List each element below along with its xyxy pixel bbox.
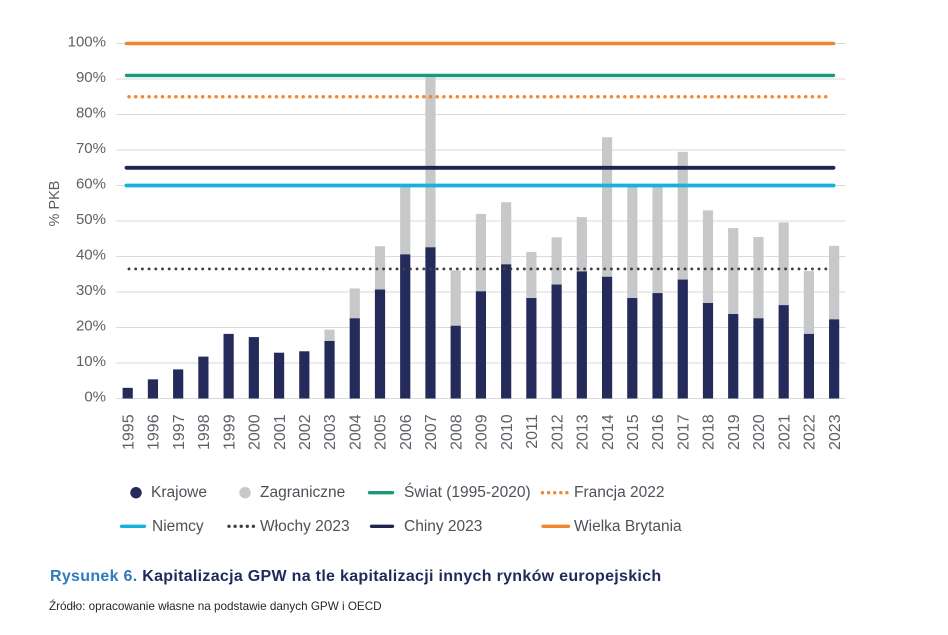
svg-text:Włochy 2023: Włochy 2023 xyxy=(260,518,350,535)
svg-text:2001: 2001 xyxy=(272,414,289,450)
svg-text:1995: 1995 xyxy=(120,414,137,450)
svg-text:2010: 2010 xyxy=(499,414,516,450)
svg-text:2007: 2007 xyxy=(423,414,440,450)
svg-text:2018: 2018 xyxy=(701,414,718,450)
svg-text:2013: 2013 xyxy=(575,414,592,450)
svg-text:Wielka Brytania: Wielka Brytania xyxy=(574,518,682,535)
svg-text:2004: 2004 xyxy=(347,414,364,450)
svg-text:2020: 2020 xyxy=(751,414,768,450)
svg-text:2006: 2006 xyxy=(398,414,415,450)
svg-text:2022: 2022 xyxy=(802,414,819,450)
svg-text:% PKB: % PKB xyxy=(47,181,63,227)
svg-text:30%: 30% xyxy=(76,282,106,299)
svg-text:2012: 2012 xyxy=(549,414,566,450)
svg-text:90%: 90% xyxy=(76,69,106,86)
svg-text:60%: 60% xyxy=(76,176,106,193)
svg-text:20%: 20% xyxy=(76,318,106,335)
svg-text:1998: 1998 xyxy=(196,414,213,450)
svg-text:2008: 2008 xyxy=(448,414,465,450)
svg-text:2016: 2016 xyxy=(650,414,667,450)
svg-text:Niemcy: Niemcy xyxy=(152,518,204,535)
svg-text:2021: 2021 xyxy=(776,414,793,450)
svg-text:2009: 2009 xyxy=(474,414,491,450)
svg-text:2017: 2017 xyxy=(675,414,692,450)
svg-text:2003: 2003 xyxy=(322,414,339,450)
svg-text:2011: 2011 xyxy=(524,414,541,449)
svg-text:Zagraniczne: Zagraniczne xyxy=(260,484,345,501)
svg-text:80%: 80% xyxy=(76,105,106,122)
svg-text:Chiny 2023: Chiny 2023 xyxy=(404,518,482,535)
svg-text:70%: 70% xyxy=(76,140,106,157)
svg-text:Francja 2022: Francja 2022 xyxy=(574,484,664,501)
svg-text:2015: 2015 xyxy=(625,414,642,450)
svg-text:1997: 1997 xyxy=(171,414,188,450)
svg-text:40%: 40% xyxy=(76,247,106,264)
svg-text:100%: 100% xyxy=(68,34,106,51)
svg-text:2023: 2023 xyxy=(827,414,844,450)
svg-text:50%: 50% xyxy=(76,211,106,228)
svg-text:10%: 10% xyxy=(76,353,106,370)
svg-text:Krajowe: Krajowe xyxy=(151,484,207,501)
svg-text:2002: 2002 xyxy=(297,414,314,450)
svg-text:Świat (1995-2020): Świat (1995-2020) xyxy=(404,483,531,501)
svg-text:2019: 2019 xyxy=(726,414,743,450)
svg-text:1996: 1996 xyxy=(146,414,163,450)
svg-text:2005: 2005 xyxy=(373,414,390,450)
svg-text:2014: 2014 xyxy=(600,414,617,450)
svg-text:1999: 1999 xyxy=(221,414,238,450)
svg-text:2000: 2000 xyxy=(247,414,264,450)
svg-text:0%: 0% xyxy=(84,389,106,406)
